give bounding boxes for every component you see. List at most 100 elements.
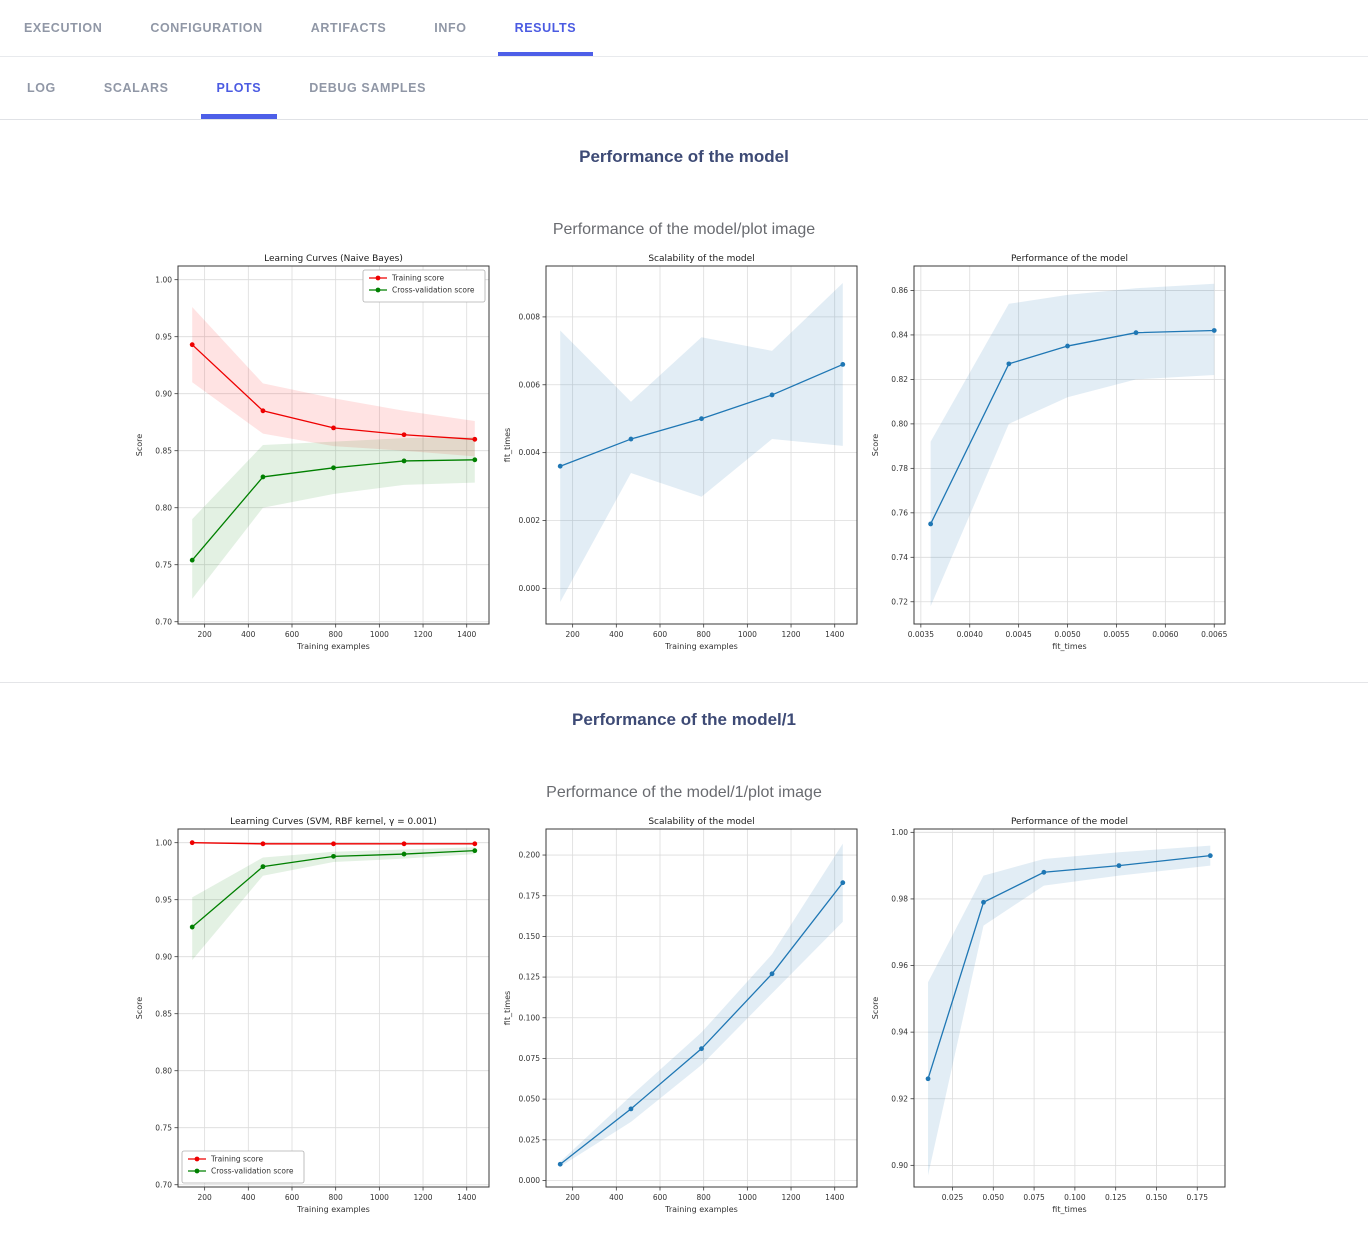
svg-text:0.80: 0.80 — [155, 1066, 172, 1075]
svg-text:1200: 1200 — [413, 630, 432, 639]
svg-text:400: 400 — [241, 1193, 256, 1202]
svg-text:1400: 1400 — [825, 630, 844, 639]
svg-text:0.85: 0.85 — [155, 1009, 172, 1018]
plot-1-learning-curves-naive-bayes[interactable]: 200 400 600 800 1000 1200 1400 0.70 0.75 0.80 0.85… — [132, 250, 500, 654]
svg-text:1000: 1000 — [370, 630, 389, 639]
svg-text:fit_times: fit_times — [503, 428, 512, 462]
svg-text:Training examples: Training examples — [296, 1205, 370, 1214]
svg-text:0.125: 0.125 — [519, 973, 541, 982]
svg-text:1.00: 1.00 — [155, 275, 172, 284]
svg-text:Learning Curves (SVM, RBF kern: Learning Curves (SVM, RBF kernel, γ = 0.… — [230, 817, 437, 827]
svg-text:0.175: 0.175 — [1187, 1193, 1209, 1202]
svg-text:0.90: 0.90 — [891, 1161, 908, 1170]
tab-execution[interactable]: EXECUTION — [24, 21, 103, 35]
plot-row: 200 400 600 800 1000 1200 1400 0.70 0.75 0.80 0.85… — [0, 250, 1368, 654]
subtab-plots[interactable]: PLOTS — [193, 57, 286, 119]
svg-text:Training score: Training score — [210, 1155, 264, 1164]
svg-text:Training examples: Training examples — [296, 642, 370, 651]
svg-text:0.74: 0.74 — [891, 553, 908, 562]
svg-text:0.76: 0.76 — [891, 508, 908, 517]
svg-text:0.006: 0.006 — [519, 380, 541, 389]
tab-info[interactable]: INFO — [434, 21, 467, 35]
svg-text:0.70: 0.70 — [155, 617, 172, 626]
svg-text:0.82: 0.82 — [891, 375, 908, 384]
svg-text:600: 600 — [285, 630, 300, 639]
tab-results[interactable]: RESULTS — [491, 0, 601, 56]
plot-1-scalability-of-the-model[interactable]: 200 400 600 800 1000 1200 1400 0.000 0.002 0.004 0… — [500, 250, 868, 654]
svg-text:1400: 1400 — [457, 630, 476, 639]
plot-2-performance-of-the-model[interactable]: 0.025 0.050 0.075 0.100 0.125 0.150 0.175 0.90 0… — [868, 813, 1236, 1217]
svg-text:0.100: 0.100 — [1064, 1193, 1086, 1202]
svg-text:Score: Score — [135, 997, 144, 1019]
svg-text:Learning Curves (Naive Bayes): Learning Curves (Naive Bayes) — [264, 254, 403, 264]
svg-text:fit_times: fit_times — [1052, 1205, 1086, 1214]
svg-text:0.95: 0.95 — [155, 332, 172, 341]
svg-text:0.175: 0.175 — [519, 891, 541, 900]
main-tab-bar: EXECUTION CONFIGURATION ARTIFACTS INFO R… — [0, 0, 1368, 57]
svg-text:Score: Score — [871, 434, 880, 456]
svg-text:0.025: 0.025 — [942, 1193, 964, 1202]
svg-text:0.000: 0.000 — [519, 1176, 541, 1185]
svg-text:400: 400 — [241, 630, 256, 639]
tab-configuration[interactable]: CONFIGURATION — [150, 21, 263, 35]
plot-2-learning-curves-svm-rbf[interactable]: 200 400 600 800 1000 1200 1400 0.70 0.75 0.80 0.85… — [132, 813, 500, 1217]
svg-text:200: 200 — [565, 1193, 580, 1202]
svg-text:Training examples: Training examples — [664, 1205, 738, 1214]
svg-text:0.85: 0.85 — [155, 446, 172, 455]
plots-panel: Performance of the model Performance of … — [0, 146, 1368, 1245]
svg-text:0.92: 0.92 — [891, 1094, 908, 1103]
svg-text:0.0050: 0.0050 — [1054, 630, 1080, 639]
svg-text:600: 600 — [653, 1193, 668, 1202]
section-performance-of-the-model: Performance of the model Performance of … — [0, 146, 1368, 654]
svg-text:0.050: 0.050 — [519, 1095, 541, 1104]
svg-text:200: 200 — [197, 630, 212, 639]
plot-group-subtitle: Performance of the model/plot image — [552, 221, 816, 238]
svg-text:0.000: 0.000 — [519, 584, 541, 593]
tab-artifacts[interactable]: ARTIFACTS — [310, 21, 387, 35]
svg-text:Scalability of the model: Scalability of the model — [648, 817, 754, 827]
section-title: Performance of the model — [579, 147, 789, 166]
svg-text:0.004: 0.004 — [519, 448, 541, 457]
svg-text:0.008: 0.008 — [519, 313, 541, 322]
svg-text:1000: 1000 — [370, 1193, 389, 1202]
svg-text:0.075: 0.075 — [1023, 1193, 1045, 1202]
svg-text:1200: 1200 — [781, 630, 800, 639]
svg-text:1200: 1200 — [781, 1193, 800, 1202]
svg-text:0.100: 0.100 — [519, 1013, 541, 1022]
svg-text:1000: 1000 — [738, 1193, 757, 1202]
svg-text:fit_times: fit_times — [503, 991, 512, 1025]
svg-text:800: 800 — [329, 1193, 344, 1202]
svg-text:800: 800 — [697, 630, 712, 639]
svg-text:0.025: 0.025 — [519, 1135, 541, 1144]
svg-text:0.075: 0.075 — [519, 1054, 541, 1063]
svg-text:0.0045: 0.0045 — [1006, 630, 1032, 639]
subtab-debug-samples[interactable]: DEBUG SAMPLES — [309, 81, 427, 95]
svg-text:0.80: 0.80 — [155, 503, 172, 512]
svg-text:0.0060: 0.0060 — [1152, 630, 1178, 639]
section-title: Performance of the model/1 — [572, 710, 796, 729]
svg-text:0.84: 0.84 — [891, 331, 908, 340]
subtab-scalars[interactable]: SCALARS — [103, 81, 169, 95]
svg-text:0.90: 0.90 — [155, 952, 172, 961]
plot-2-scalability-of-the-model[interactable]: 200 400 600 800 1000 1200 1400 0.000 0.025 0.050 0… — [500, 813, 868, 1217]
svg-text:0.75: 0.75 — [155, 560, 172, 569]
svg-text:0.0055: 0.0055 — [1103, 630, 1129, 639]
svg-text:0.94: 0.94 — [891, 1028, 908, 1037]
plot-1-performance-of-the-model[interactable]: 0.0035 0.0040 0.0045 0.0050 0.0055 0.0060 0.00… — [868, 250, 1236, 654]
section-divider — [0, 682, 1368, 683]
svg-text:Training score: Training score — [391, 274, 445, 283]
svg-text:200: 200 — [565, 630, 580, 639]
svg-text:600: 600 — [653, 630, 668, 639]
svg-text:0.200: 0.200 — [519, 851, 541, 860]
svg-text:Training examples: Training examples — [664, 642, 738, 651]
svg-text:400: 400 — [609, 630, 624, 639]
subtab-log[interactable]: LOG — [27, 81, 56, 95]
svg-text:Performance of the model: Performance of the model — [1011, 817, 1128, 827]
results-sub-tab-bar: LOG SCALARS PLOTS DEBUG SAMPLES — [0, 57, 1368, 120]
plot-row: 200 400 600 800 1000 1200 1400 0.70 0.75 0.80 0.85… — [0, 813, 1368, 1217]
svg-text:0.125: 0.125 — [1105, 1193, 1127, 1202]
svg-text:Scalability of the model: Scalability of the model — [648, 254, 754, 264]
svg-text:Performance of the model: Performance of the model — [1011, 254, 1128, 264]
svg-text:Cross-validation score: Cross-validation score — [211, 1167, 294, 1176]
svg-text:1.00: 1.00 — [891, 828, 908, 837]
